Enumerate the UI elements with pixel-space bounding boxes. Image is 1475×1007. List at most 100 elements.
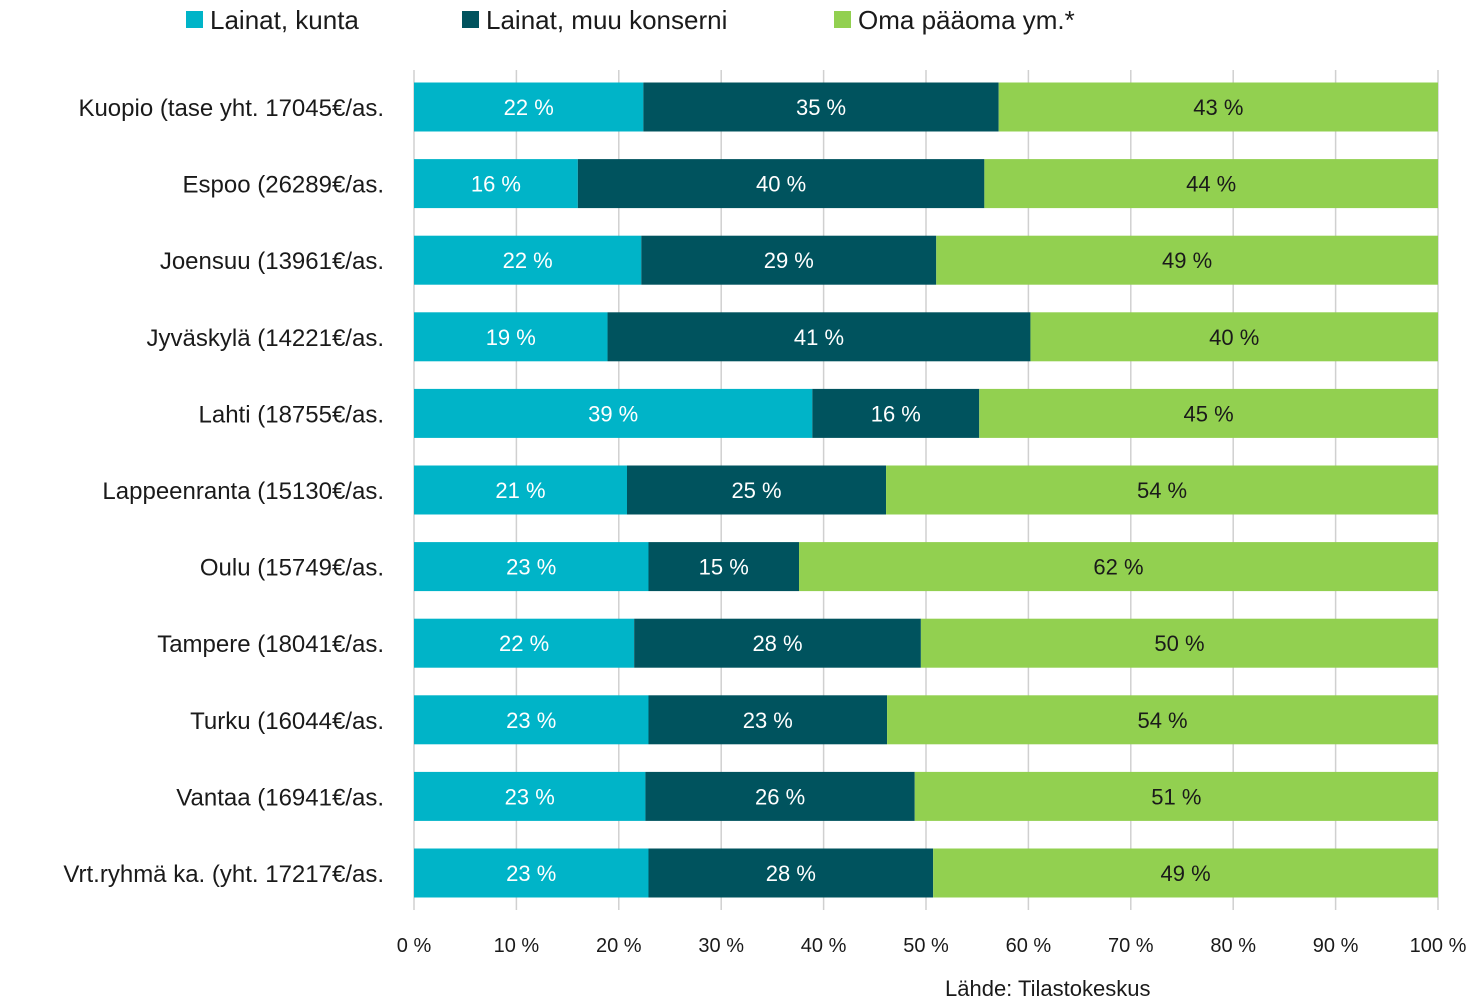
legend-swatch: [462, 11, 479, 28]
legend-item: Oma pääoma ym.*: [834, 5, 1075, 35]
category-label: Lahti (18755€/as.: [199, 401, 384, 428]
legend-label: Oma pääoma ym.*: [858, 5, 1075, 35]
bar-segment: [887, 695, 1438, 745]
bar-row: 23 % 15 % 62 %: [414, 542, 1438, 592]
x-tick-label: 10 %: [494, 935, 540, 957]
data-label: 51 %: [1151, 784, 1201, 809]
category-label: Vantaa (16941€/as.: [176, 784, 384, 811]
data-label: 54 %: [1137, 708, 1187, 733]
data-label: 23 %: [506, 861, 556, 886]
bar-segment: [414, 771, 646, 821]
data-label: 62 %: [1093, 555, 1143, 580]
bar-row: 23 % 23 % 54 %: [414, 695, 1438, 745]
bar-segment: [914, 771, 1438, 821]
x-tick-label: 60 %: [1006, 935, 1052, 957]
bars: 22 % 35 % 43 % 16 % 40 % 44 % 22 % 29 % 49 % 19 %…: [414, 82, 1438, 898]
x-axis-ticks: 0 % 10 % 20 % 30 % 40 % 50 % 60 % 70 % 80 % 90 % 1…: [397, 935, 1467, 957]
bar-row: 19 % 41 % 40 %: [414, 312, 1438, 362]
bar-row: 21 % 25 % 54 %: [414, 465, 1438, 515]
category-label: Jyväskylä (14221€/as.: [147, 325, 384, 352]
data-label: 44 %: [1186, 172, 1236, 197]
data-label: 22 %: [503, 248, 553, 273]
data-label: 15 %: [699, 555, 749, 580]
bar-segment: [414, 235, 642, 285]
bar-row: 39 % 16 % 45 %: [414, 388, 1438, 438]
data-label: 49 %: [1161, 861, 1211, 886]
data-label: 35 %: [796, 95, 846, 120]
bar-segment: [933, 848, 1438, 898]
data-label: 23 %: [506, 708, 556, 733]
x-tick-label: 80 %: [1210, 935, 1256, 957]
bar-row: 23 % 28 % 49 %: [414, 848, 1438, 898]
bar-segment: [414, 388, 813, 438]
data-label: 41 %: [794, 325, 844, 350]
bar-segment: [414, 159, 578, 209]
bar-row: 16 % 40 % 44 %: [414, 159, 1438, 209]
x-tick-label: 70 %: [1108, 935, 1154, 957]
bar-segment: [414, 82, 644, 132]
bar-row: 22 % 28 % 50 %: [414, 618, 1438, 668]
data-label: 19 %: [486, 325, 536, 350]
data-label: 28 %: [766, 861, 816, 886]
data-label: 43 %: [1193, 95, 1243, 120]
legend-swatch: [186, 11, 203, 28]
bar-segment: [648, 542, 800, 592]
category-label: Lappeenranta (15130€/as.: [102, 478, 384, 505]
x-tick-label: 0 %: [397, 935, 432, 957]
x-tick-label: 50 %: [903, 935, 949, 957]
bar-segment: [648, 695, 888, 745]
category-label: Vrt.ryhmä ka. (yht. 17217€/as.: [63, 861, 384, 888]
bar-segment: [414, 848, 649, 898]
bar-segment: [414, 312, 608, 362]
bar-segment: [886, 465, 1438, 515]
data-label: 40 %: [756, 172, 806, 197]
x-tick-label: 100 %: [1410, 935, 1467, 957]
bar-segment: [414, 465, 627, 515]
data-label: 22 %: [499, 631, 549, 656]
bar-segment: [641, 235, 937, 285]
legend-label: Lainat, muu konserni: [486, 5, 727, 35]
x-tick-label: 90 %: [1313, 935, 1359, 957]
source-note: Lähde: Tilastokeskus: [945, 976, 1150, 1001]
data-label: 16 %: [871, 401, 921, 426]
data-label: 50 %: [1154, 631, 1204, 656]
category-label: Oulu (15749€/as.: [200, 555, 384, 582]
bar-segment: [998, 82, 1438, 132]
x-tick-label: 40 %: [801, 935, 847, 957]
category-label: Tampere (18041€/as.: [157, 631, 384, 658]
x-tick-label: 20 %: [596, 935, 642, 957]
data-label: 23 %: [505, 784, 555, 809]
bar-segment: [979, 388, 1438, 438]
category-label: Espoo (26289€/as.: [183, 172, 384, 199]
legend-swatch: [834, 11, 851, 28]
bar-segment: [1030, 312, 1438, 362]
bar-segment: [812, 388, 980, 438]
category-label: Turku (16044€/as.: [190, 708, 384, 735]
bar-segment: [634, 618, 921, 668]
bar-segment: [984, 159, 1438, 209]
bar-segment: [643, 82, 999, 132]
bar-segment: [414, 618, 635, 668]
bar-segment: [414, 695, 649, 745]
data-label: 16 %: [471, 172, 521, 197]
data-label: 29 %: [764, 248, 814, 273]
data-label: 28 %: [752, 631, 802, 656]
data-label: 39 %: [588, 401, 638, 426]
bar-segment: [799, 542, 1438, 592]
data-label: 26 %: [755, 784, 805, 809]
category-labels: Kuopio (tase yht. 17045€/as. Espoo (26289…: [63, 95, 384, 888]
bar-row: 23 % 26 % 51 %: [414, 771, 1438, 821]
bar-row: 22 % 29 % 49 %: [414, 235, 1438, 285]
legend: Lainat, kunta Lainat, muu konserni Oma pää…: [186, 5, 1075, 35]
bar-row: 22 % 35 % 43 %: [414, 82, 1438, 132]
data-label: 22 %: [504, 95, 554, 120]
data-label: 25 %: [731, 478, 781, 503]
bar-segment: [414, 542, 649, 592]
legend-item: Lainat, kunta: [186, 5, 359, 35]
bar-segment: [607, 312, 1031, 362]
bar-segment: [648, 848, 934, 898]
legend-item: Lainat, muu konserni: [462, 5, 727, 35]
data-label: 23 %: [506, 555, 556, 580]
